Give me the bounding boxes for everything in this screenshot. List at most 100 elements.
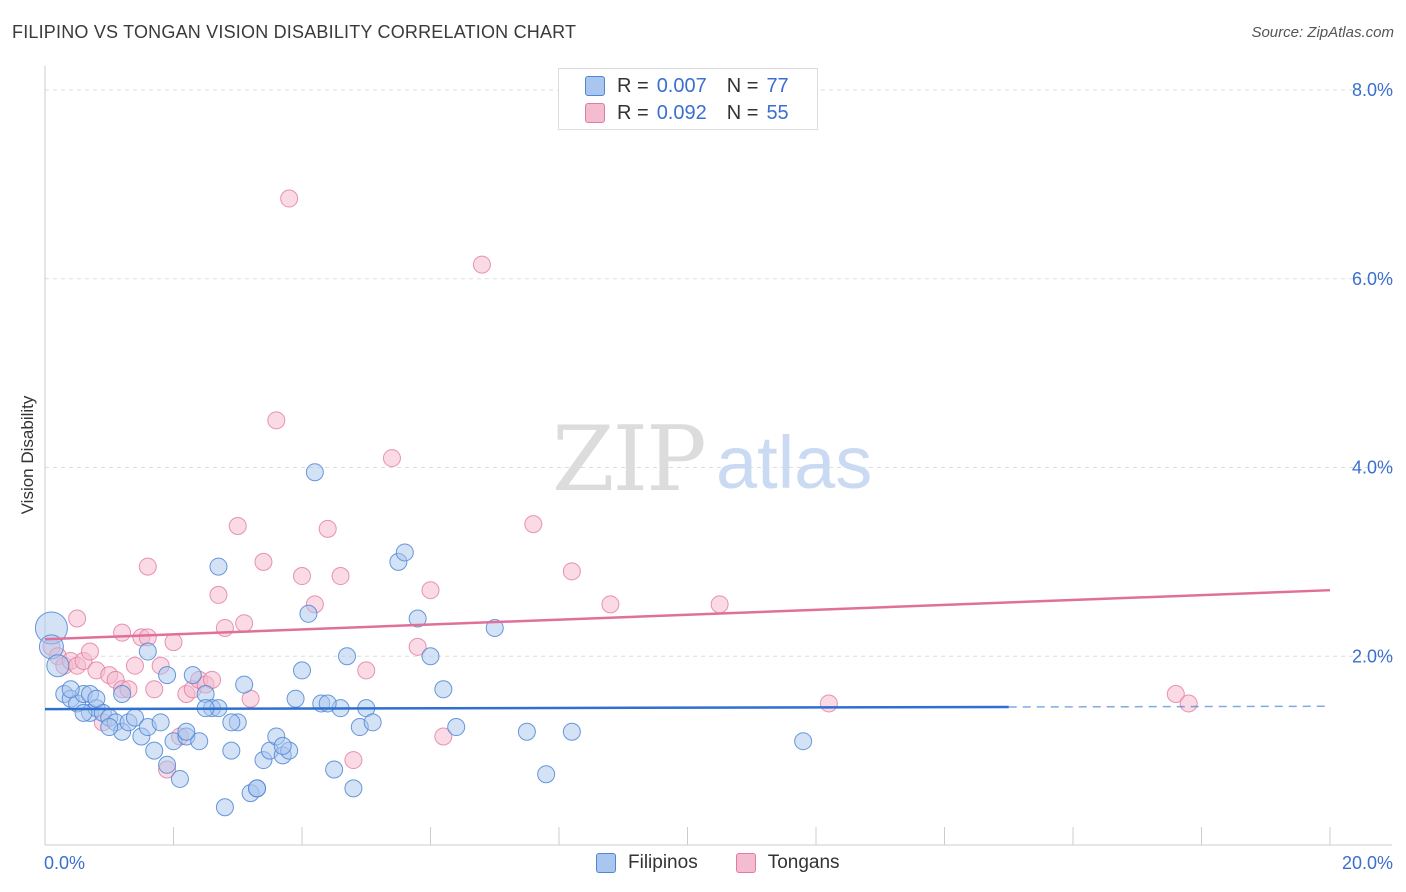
tongans-trend-line — [44, 588, 1331, 641]
filipinos-point — [87, 689, 106, 708]
tongans-legend-label: Tongans — [767, 852, 840, 873]
filipinos-point — [421, 647, 440, 666]
y-tick-label: 6.0% — [1352, 269, 1393, 289]
legend-row-tongans: R = 0.092 N = 55 — [585, 100, 789, 126]
tongans-point — [254, 552, 273, 571]
filipinos-points — [34, 463, 813, 817]
filipinos-point — [293, 661, 311, 680]
tongans-point — [472, 255, 491, 274]
tongans-point — [562, 562, 581, 581]
filipinos-point — [562, 722, 581, 741]
filipinos-point — [222, 741, 241, 760]
watermark-zip: ZIP — [552, 407, 705, 512]
legend-row-filipinos: R = 0.007 N = 77 — [585, 73, 789, 99]
x-tick-label-end: 20.0% — [1342, 853, 1393, 873]
filipinos-point — [299, 604, 318, 623]
filipinos-point — [408, 609, 427, 628]
y-tick-label: 4.0% — [1352, 458, 1393, 478]
filipinos-point — [305, 463, 324, 482]
tongans-point — [710, 595, 729, 614]
filipinos-point — [337, 647, 356, 666]
grid-lines — [45, 89, 1392, 657]
tongans-point — [524, 515, 543, 534]
filipinos-point — [222, 713, 241, 732]
filipinos-point — [215, 798, 234, 817]
filipinos-point — [151, 713, 170, 732]
n-label: N = — [726, 74, 759, 97]
tongans-point — [68, 609, 87, 628]
tongans-point — [601, 595, 620, 614]
tongans-point — [357, 661, 376, 680]
tongans-point — [267, 411, 286, 430]
tongans-point — [1166, 685, 1185, 703]
r-label: R = — [617, 101, 649, 124]
filipinos-point — [235, 675, 254, 694]
tongans-legend-swatch — [735, 853, 756, 873]
filipinos-point — [248, 779, 267, 798]
filipinos-swatch — [585, 76, 605, 96]
tongans-point — [1179, 694, 1198, 713]
filipinos-point — [183, 666, 202, 685]
filipinos-point — [158, 755, 177, 774]
tongans-point — [382, 449, 401, 468]
n-value: 55 — [766, 101, 789, 124]
filipinos-point — [517, 722, 536, 741]
tongans-point — [80, 642, 99, 661]
r-value: 0.092 — [656, 101, 707, 124]
tick-labels: 2.0% 4.0% 6.0% 8.0% 0.0% 20.0% — [44, 80, 1393, 873]
filipinos-trend-extension — [1008, 705, 1331, 708]
y-tick-label: 8.0% — [1352, 80, 1393, 100]
filipinos-point — [325, 760, 344, 779]
n-label: N = — [726, 101, 759, 124]
y-tick-label: 2.0% — [1352, 646, 1393, 666]
tongans-point — [318, 519, 337, 538]
filipinos-point — [190, 732, 209, 751]
filipinos-point — [286, 689, 305, 708]
filipinos-legend-label: Filipinos — [628, 852, 698, 873]
filipinos-point — [74, 703, 93, 722]
watermark-atlas: atlas — [716, 421, 872, 504]
correlation-legend: R = 0.007 N = 77 R = 0.092 N = 55 — [558, 68, 818, 130]
filipinos-point — [209, 557, 228, 576]
watermark: ZIP atlas — [552, 407, 872, 512]
tongans-point — [293, 567, 311, 586]
filipinos-point — [447, 718, 466, 737]
series-legend: Filipinos Tongans — [596, 852, 878, 874]
filipinos-point — [273, 736, 292, 755]
filipinos-point — [46, 654, 70, 678]
tongans-point — [145, 680, 164, 699]
filipinos-point — [61, 680, 80, 699]
tongans-point — [215, 618, 234, 637]
chart-title: FILIPINO VS TONGAN VISION DISABILITY COR… — [12, 22, 577, 42]
tongans-swatch — [585, 103, 605, 123]
filipinos-trend-line — [44, 705, 1009, 711]
tongans-point — [125, 656, 144, 675]
filipinos-point — [344, 779, 363, 798]
x-tick-label-start: 0.0% — [44, 853, 85, 873]
filipinos-point — [794, 732, 813, 751]
filipinos-point — [158, 666, 177, 685]
tongans-point — [421, 581, 440, 600]
tongans-point — [434, 727, 453, 746]
filipinos-point — [177, 722, 196, 741]
tongans-point — [113, 623, 132, 642]
legend-item-filipinos[interactable]: Filipinos — [596, 852, 698, 874]
tongans-point — [235, 614, 254, 633]
filipinos-point — [145, 741, 164, 760]
filipinos-point — [170, 769, 189, 788]
r-value: 0.007 — [656, 74, 707, 97]
legend-item-tongans[interactable]: Tongans — [735, 852, 840, 874]
filipinos-point — [138, 642, 157, 661]
tongans-point — [819, 694, 838, 713]
tongans-point — [209, 585, 228, 604]
tongans-point — [344, 751, 363, 770]
filipinos-point — [485, 618, 504, 637]
filipinos-point — [395, 543, 414, 562]
tongans-point — [228, 517, 247, 536]
filipinos-point — [113, 685, 132, 703]
filipinos-legend-swatch — [596, 853, 616, 873]
filipinos-point — [537, 765, 556, 784]
n-value: 77 — [766, 74, 789, 97]
tongans-point — [164, 633, 183, 652]
